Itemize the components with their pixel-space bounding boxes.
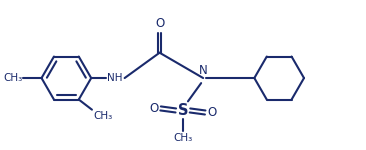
Text: O: O [207,106,216,119]
Text: NH: NH [107,73,123,83]
Text: S: S [178,103,188,118]
Text: CH₃: CH₃ [93,111,112,121]
Text: O: O [149,102,158,115]
Text: CH₃: CH₃ [173,133,193,143]
Text: N: N [199,64,208,77]
Text: CH₃: CH₃ [3,73,22,83]
Text: O: O [155,17,164,30]
